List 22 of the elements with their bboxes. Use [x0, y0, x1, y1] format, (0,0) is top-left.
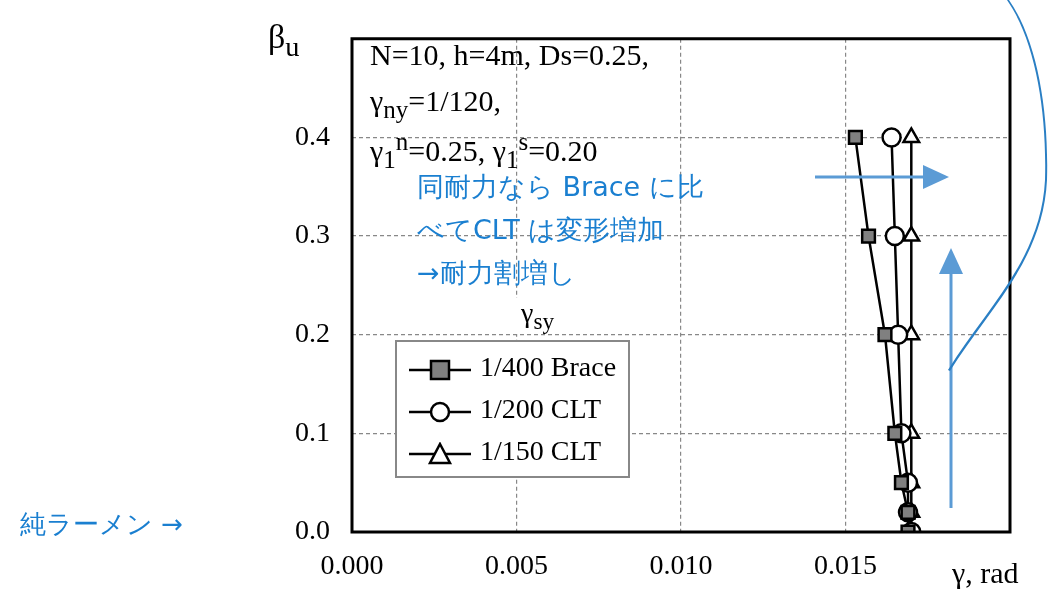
y-tick-label: 0.4 — [295, 119, 330, 151]
legend-label: 1/150 CLT — [479, 434, 603, 468]
x-tick-label: 0.010 — [649, 549, 713, 581]
x-axis-title: γ, rad — [952, 556, 1019, 590]
annotation: →耐力割増し — [417, 257, 576, 288]
y-tick-label: 0.3 — [295, 218, 330, 250]
x-tick-label: 0.015 — [814, 549, 877, 581]
text: 純ラーメン → — [20, 509, 184, 539]
annotation: N=10, h=4m, Ds=0.25, — [370, 38, 650, 71]
annotation: γ$_{1}$$^{n}$=0.25, γ$_{1}$$^{s}$=0.20 — [370, 128, 598, 173]
legend-label: 1/400 Brace — [479, 350, 617, 384]
x-tick-label: 0.005 — [485, 549, 548, 581]
x-tick-label: 0.000 — [320, 549, 384, 581]
annotation: γ$_{sy}$ — [515, 297, 561, 335]
y-tick-label: 0.0 — [295, 514, 330, 546]
legend-label: 1/200 CLT — [479, 392, 603, 426]
annotation: べてCLT は変形増加 — [417, 214, 665, 245]
y-tick-label: 0.1 — [295, 415, 330, 447]
y-tick-label: 0.2 — [295, 317, 330, 349]
annotation: γ$_{ny}$=1/120, — [370, 84, 502, 124]
annotation: 同耐力なら Brace に比 — [417, 171, 704, 202]
y-axis-title: β$_{u}$ — [268, 18, 300, 63]
